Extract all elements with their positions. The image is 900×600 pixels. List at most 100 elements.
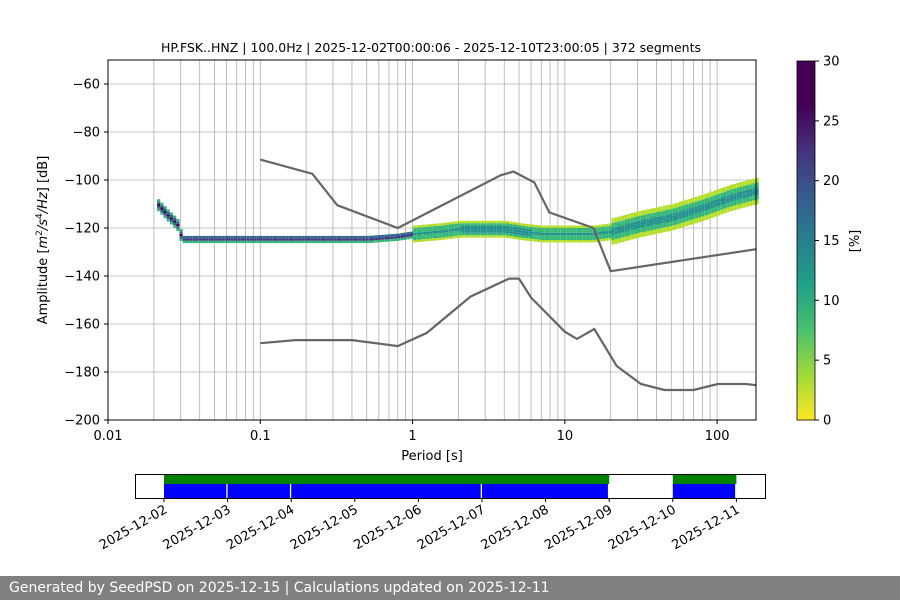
heatmap-cell: [182, 235, 186, 239]
heatmap-cell: [307, 235, 311, 239]
heatmap-cell: [713, 214, 718, 217]
heatmap-cell: [589, 232, 593, 236]
heatmap-cell: [189, 238, 193, 241]
heatmap-cell: [409, 236, 414, 239]
heatmap-cell: [704, 217, 708, 221]
heatmap-cell: [688, 198, 692, 202]
heatmap-cell: [669, 209, 673, 212]
heatmap-cell: [713, 199, 718, 203]
heatmap-cell: [416, 225, 420, 228]
heatmap-cell: [425, 226, 430, 230]
heatmap-cell: [173, 222, 177, 226]
heatmap-cell: [752, 178, 756, 181]
heatmap-cell: [512, 224, 516, 227]
heatmap-cell: [422, 239, 426, 242]
heatmap-cell: [541, 235, 545, 238]
heatmap-cell: [365, 240, 369, 244]
chart-title: HP.FSK..HNZ | 100.0Hz | 2025-12-02T00:00…: [161, 40, 701, 55]
heatmap-cell: [640, 234, 644, 237]
heatmap-cell: [662, 217, 666, 221]
heatmap-cell: [169, 219, 174, 223]
heatmap-cell: [694, 204, 698, 207]
heatmap-cell: [413, 232, 417, 236]
heatmap-cell: [461, 225, 465, 228]
heatmap-cell: [496, 235, 500, 238]
heatmap-cell: [627, 216, 631, 219]
heatmap-cell: [621, 225, 625, 228]
heatmap-cell: [393, 236, 398, 239]
heatmap-cell: [633, 224, 638, 227]
heatmap-cell: [560, 230, 564, 233]
heatmap-cell: [160, 209, 164, 213]
heatmap-cell: [665, 226, 670, 230]
heatmap-cell: [605, 238, 609, 241]
y-tick-label: −100: [64, 174, 100, 189]
heatmap-cell: [403, 235, 407, 238]
heatmap-cell: [432, 223, 436, 227]
heatmap-cell: [640, 220, 644, 223]
heatmap-cell: [736, 204, 740, 207]
availability-blue-segment: [672, 484, 736, 498]
psd-chart: HP.FSK..HNZ | 100.0Hz | 2025-12-02T00:00…: [35, 40, 863, 553]
heatmap-cell: [733, 200, 737, 203]
heatmap-cell: [291, 240, 295, 244]
heatmap-cell: [528, 224, 532, 227]
heatmap-cell: [582, 228, 586, 231]
heatmap-cell: [672, 213, 676, 216]
heatmap-cell: [646, 218, 650, 222]
heatmap-cell: [489, 230, 494, 233]
heatmap-cell: [723, 208, 727, 211]
heatmap-cell: [483, 228, 487, 231]
heatmap-cell: [665, 205, 670, 208]
heatmap-cell: [525, 233, 529, 236]
heatmap-cell: [438, 230, 442, 233]
heatmap-cell: [518, 232, 522, 236]
heatmap-cell: [723, 191, 727, 194]
heatmap-cell: [720, 200, 724, 203]
heatmap-cell: [579, 235, 583, 238]
heatmap-cell: [733, 198, 737, 201]
heatmap-cell: [429, 233, 433, 237]
heatmap-cell: [749, 193, 753, 197]
heatmap-cell: [205, 240, 209, 244]
heatmap-cell: [157, 208, 161, 212]
heatmap-cell: [163, 206, 167, 209]
heatmap-cell: [525, 223, 529, 227]
heatmap-cell: [611, 242, 615, 245]
heatmap-cell: [752, 193, 756, 196]
heatmap-cell: [531, 231, 535, 235]
heatmap-cell: [505, 221, 510, 224]
heatmap-cell: [486, 230, 490, 233]
colorbar-label: [%]: [848, 230, 863, 253]
heatmap-cell: [729, 203, 734, 207]
heatmap-cell: [457, 220, 462, 224]
heatmap-cell: [643, 231, 647, 234]
date-tick-label: 2025-12-11: [669, 502, 742, 553]
heatmap-cell: [278, 240, 282, 244]
heatmap-cell: [624, 229, 628, 232]
heatmap-cell: [512, 222, 516, 225]
heatmap-cell: [422, 224, 426, 228]
noise-model-line: [260, 277, 757, 392]
heatmap-cell: [617, 216, 622, 219]
heatmap-cell: [739, 196, 743, 199]
heatmap-cell: [688, 215, 692, 218]
heatmap-cell: [313, 238, 318, 241]
heatmap-cell: [681, 200, 686, 204]
heatmap-cell: [502, 228, 506, 231]
heatmap-cell: [509, 221, 513, 224]
heatmap-cell: [400, 233, 404, 236]
heatmap-cell: [736, 202, 740, 205]
heatmap-cell: [672, 222, 676, 226]
y-axis-label: Amplitude [m2/s4/Hz] [dB]: [35, 156, 51, 325]
heatmap-cell: [573, 232, 577, 236]
heatmap-cell: [608, 235, 612, 238]
heatmap-cell: [518, 237, 522, 240]
heatmap-cell: [214, 238, 218, 241]
heatmap-cell: [653, 217, 657, 220]
heatmap-cell: [249, 240, 254, 244]
heatmap-cell: [521, 235, 526, 238]
heatmap-cell: [505, 235, 510, 238]
y-tick-label: −120: [64, 222, 100, 237]
heatmap-cell: [621, 230, 625, 233]
